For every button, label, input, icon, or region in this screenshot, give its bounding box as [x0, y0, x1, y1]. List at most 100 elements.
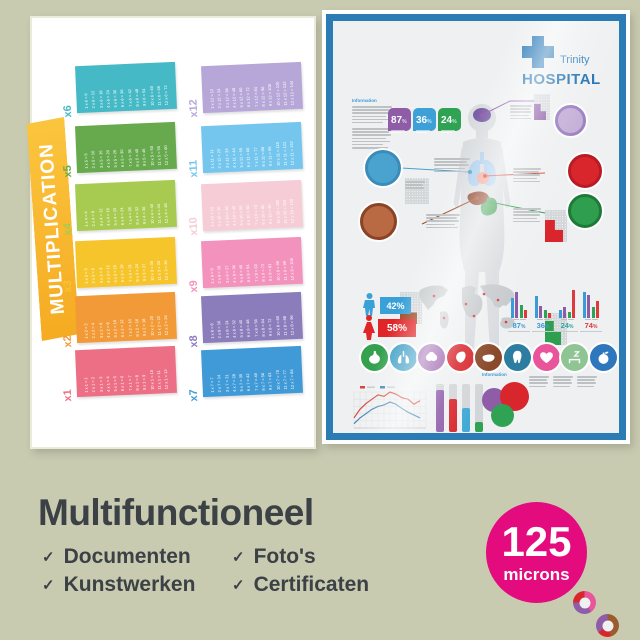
mult-fact: 3 x 3 = 9	[97, 267, 104, 284]
progress-fill	[436, 390, 444, 432]
female-icon	[363, 315, 375, 340]
check-icon: ✓	[42, 577, 55, 594]
mult-label: x11	[187, 159, 201, 178]
mult-fact: 11 x 12 = 132	[281, 81, 288, 106]
mult-fact: 3 x 2 = 6	[97, 322, 104, 339]
mult-fact: 11 x 11 = 121	[281, 141, 288, 166]
bar-group-label: 24%	[556, 321, 578, 332]
tooth-icon-glyph	[512, 350, 522, 364]
mult-label: x7	[187, 389, 201, 402]
mult-fact: 6 x 11 = 66	[245, 147, 252, 168]
mult-fact: 2 x 3 = 6	[90, 267, 97, 284]
mult-fact: 7 x 6 = 42	[126, 89, 133, 107]
mult-fact: 9 x 1 = 9	[141, 374, 148, 391]
mult-fact: 6 x 6 = 36	[119, 89, 126, 108]
mult-facts: 1 x 11 = 11 2 x 11 = 22 3 x 11 = 33 4 x 11 …	[201, 122, 303, 173]
mult-fact: 7 x 9 = 63	[252, 264, 259, 282]
mult-fact: 10 x 10 = 100	[274, 199, 281, 224]
mult-fact: 4 x 7 = 28	[230, 374, 237, 392]
mult-label: x9	[187, 280, 201, 293]
mult-fact: 4 x 10 = 40	[230, 205, 237, 226]
thickness-badge: 125 microns	[486, 502, 587, 603]
mult-fact: 2 x 8 = 16	[216, 320, 223, 339]
mult-label: x4	[61, 223, 75, 236]
bar-group-label: 74%	[580, 321, 602, 332]
mult-fact: 1 x 11 = 11	[209, 149, 215, 169]
mult-fact: 10 x 2 = 20	[148, 315, 155, 336]
feature-item: ✓ Documenten	[42, 545, 191, 569]
placeholder-text	[434, 158, 470, 174]
mult-fact: 11 x 4 = 44	[155, 203, 162, 224]
bar	[558, 310, 562, 318]
thickness-unit: microns	[503, 564, 570, 584]
mult-fact: 7 x 7 = 49	[252, 373, 259, 391]
mult-fact: 6 x 1 = 6	[119, 375, 126, 392]
brain-icon-glyph	[426, 351, 438, 362]
mult-label: x3	[61, 280, 75, 293]
mult-fact: 3 x 10 = 30	[223, 206, 230, 227]
bar-group: 36%	[532, 282, 554, 332]
bar	[510, 298, 514, 318]
heart-organ-icon	[568, 154, 602, 188]
tooth-icon	[504, 344, 531, 371]
feature-label: Certificaten	[253, 573, 370, 596]
thickness-value: 125	[501, 517, 572, 565]
mult-fact: 10 x 6 = 60	[148, 85, 155, 106]
male-icon	[363, 293, 375, 316]
mult-fact: 9 x 2 = 18	[141, 318, 148, 337]
mult-facts: 1 x 12 = 12 2 x 12 = 24 3 x 12 = 36 4 x 12 …	[201, 62, 303, 113]
placeholder-text	[529, 376, 549, 389]
mult-fact: 3 x 6 = 18	[97, 90, 104, 109]
feature-item: ✓ Foto's	[232, 545, 316, 569]
bar-group: 24%	[556, 282, 578, 332]
mult-fact: 2 x 1 = 2	[90, 376, 97, 393]
mult-fact: 10 x 11 = 110	[274, 142, 281, 166]
mult-fact: 2 x 4 = 8	[90, 210, 97, 227]
mult-fact: 11 x 2 = 22	[155, 315, 162, 336]
progress-track	[462, 384, 470, 432]
mult-fact: 4 x 8 = 32	[230, 320, 237, 338]
placeholder-text	[577, 376, 597, 389]
mult-label: x2	[61, 335, 75, 348]
tiny-lines	[532, 319, 554, 320]
mult-fact: 11 x 8 = 88	[281, 315, 288, 336]
feature-label: Documenten	[63, 545, 191, 568]
venn-circle	[491, 404, 514, 427]
information-heading-2: Information	[482, 372, 507, 377]
heart-icon-glyph	[539, 352, 553, 364]
tiny-lines	[508, 319, 530, 320]
heart-organ-icon	[446, 344, 474, 371]
mult-fact: 4 x 1 = 4	[105, 376, 111, 392]
mult-label: x8	[187, 335, 201, 348]
donut-chart	[596, 614, 619, 637]
bar-group-label: 87%	[508, 321, 530, 332]
mult-label: x1	[61, 389, 75, 402]
mult-fact: 10 x 4 = 40	[148, 203, 155, 224]
lungs-icon	[365, 150, 401, 186]
donut-chart	[573, 591, 596, 614]
mult-fact: 11 x 6 = 66	[155, 85, 162, 106]
mult-fact: 2 x 9 = 18	[216, 265, 223, 284]
mult-block-x11: x11 1 x 11 = 11 2 x 11 = 22 3 x 11 = 33 4 x …	[187, 121, 303, 178]
heart-icon	[532, 344, 560, 371]
mult-fact: 10 x 9 = 90	[274, 260, 281, 281]
mult-fact: 1 x 1 = 1	[83, 377, 89, 393]
apple-icon-glyph	[598, 351, 609, 364]
progress-fill	[475, 422, 483, 432]
mult-fact: 10 x 7 = 70	[274, 369, 281, 390]
stomach-icon	[361, 344, 388, 371]
mult-fact: 9 x 10 = 90	[267, 204, 274, 225]
bar-group: 74%	[580, 282, 602, 332]
mult-fact: 11 x 3 = 33	[155, 260, 162, 281]
mult-fact: 9 x 4 = 36	[141, 206, 148, 225]
mult-fact: 10 x 12 = 120	[274, 81, 281, 106]
mult-fact: 6 x 12 = 72	[245, 87, 252, 108]
